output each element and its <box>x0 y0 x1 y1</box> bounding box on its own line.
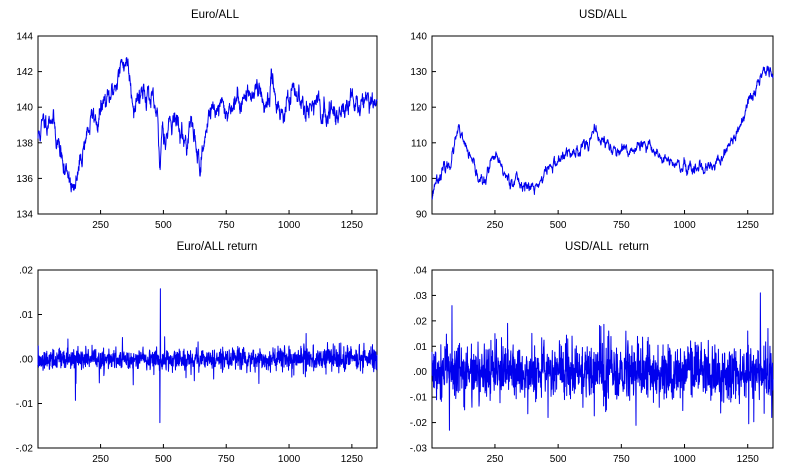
series-line <box>431 292 774 431</box>
x-axis: 250 500 750 1000 1250 <box>92 444 363 465</box>
x-tick-label: 750 <box>613 220 630 231</box>
y-tick-label: .02 <box>19 266 33 277</box>
y-tick-label: 130 <box>410 67 427 78</box>
y-tick-label: -.03 <box>410 444 428 455</box>
y-tick-label: .00 <box>413 367 427 378</box>
panel-title: Euro/ALL return <box>177 241 258 253</box>
y-tick-label: 140 <box>410 32 427 43</box>
panel-usd-all: USD/ALL 250 500 750 1000 1250 90 100 110 120 130… <box>410 9 774 231</box>
y-axis: -.03 -.02 -.01 .00 .01 .02 .03 .04 <box>410 266 436 455</box>
x-tick-label: 250 <box>487 220 504 231</box>
x-tick-label: 750 <box>613 454 630 465</box>
x-tick-label: 500 <box>155 454 172 465</box>
series-line <box>431 65 774 200</box>
y-tick-label: 136 <box>16 174 33 185</box>
y-tick-label: -.02 <box>16 444 34 455</box>
y-tick-label: -.01 <box>410 393 428 404</box>
y-tick-label: 110 <box>411 138 427 149</box>
y-tick-label: 140 <box>16 103 33 114</box>
x-tick-label: 500 <box>155 220 172 231</box>
x-tick-label: 1250 <box>341 454 364 465</box>
x-tick-label: 1000 <box>278 220 301 231</box>
panel-euro-all: Euro/ALL 250 500 750 1000 1250 1341361381401… <box>16 9 378 231</box>
x-axis: 250 500 750 1000 1250 <box>487 210 760 231</box>
y-tick-label: 134 <box>16 210 33 221</box>
x-tick-label: 750 <box>218 220 235 231</box>
y-tick-label: -.01 <box>16 399 34 410</box>
plot-frame <box>431 35 774 215</box>
y-tick-label: 142 <box>16 67 33 78</box>
series-line <box>37 288 378 424</box>
panel-title: Euro/ALL <box>191 9 240 21</box>
y-tick-label: 100 <box>410 174 427 185</box>
y-tick-label: .03 <box>413 291 427 302</box>
y-tick-label: -.02 <box>410 418 428 429</box>
x-tick-label: 250 <box>92 220 109 231</box>
y-tick-label: .01 <box>19 310 33 321</box>
y-tick-label: .01 <box>413 342 427 353</box>
y-tick-label: 90 <box>416 210 428 221</box>
plot-frame <box>37 35 378 215</box>
x-axis: 250 500 750 1000 1250 <box>487 444 760 465</box>
x-tick-label: 500 <box>550 454 567 465</box>
x-tick-label: 1250 <box>737 220 760 231</box>
y-axis: 134 136 138 140 142 144 <box>16 32 42 221</box>
x-tick-label: 500 <box>550 220 567 231</box>
panel-title: USD/ALL <box>579 9 628 21</box>
x-tick-label: 1250 <box>341 220 364 231</box>
y-axis: 90 100 110 120 130 140 <box>410 32 436 221</box>
y-tick-label: .00 <box>19 355 33 366</box>
x-tick-label: 1250 <box>737 454 760 465</box>
x-tick-label: 750 <box>218 454 235 465</box>
y-tick-label: 144 <box>16 32 33 43</box>
panel-title: USD/ALL return <box>565 241 649 253</box>
y-tick-label: 120 <box>410 103 427 114</box>
y-tick-label: 138 <box>16 138 33 149</box>
x-tick-label: 1000 <box>278 454 301 465</box>
x-tick-label: 250 <box>92 454 109 465</box>
y-tick-label: .04 <box>413 266 427 277</box>
x-axis: 250 500 750 1000 1250 <box>92 210 363 231</box>
panel-usd-all-return: USD/ALL return 250 500 750 1000 1250 -.03-.0… <box>410 241 774 465</box>
panel-euro-all-return: Euro/ALL return 250 500 750 1000 1250 -.02 -.… <box>16 241 378 465</box>
x-tick-label: 1000 <box>673 454 696 465</box>
x-tick-label: 1000 <box>673 220 696 231</box>
y-tick-label: .02 <box>413 316 427 327</box>
x-tick-label: 250 <box>487 454 504 465</box>
series-line <box>37 56 378 193</box>
